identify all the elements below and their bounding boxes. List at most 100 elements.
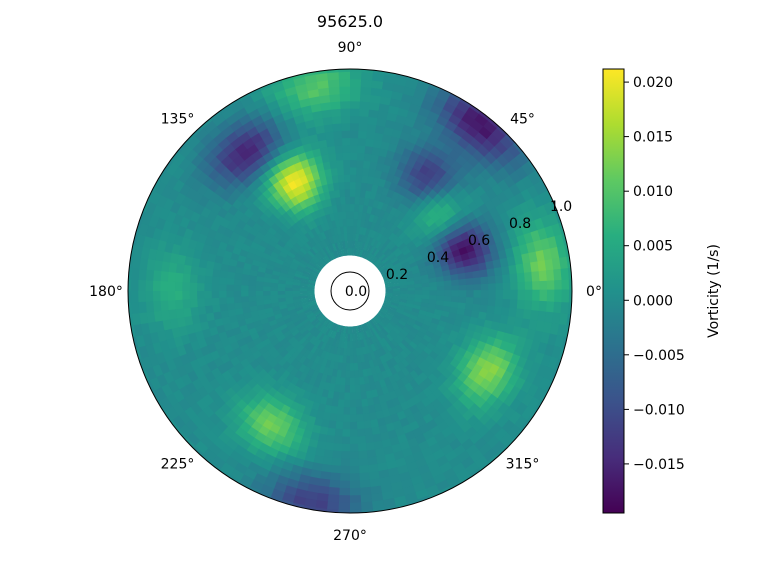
heatmap-cell bbox=[144, 201, 157, 217]
heatmap-cell bbox=[354, 181, 362, 190]
heatmap-cell bbox=[373, 342, 381, 351]
heatmap-cell bbox=[301, 272, 310, 278]
heatmap-cell bbox=[321, 463, 333, 474]
heatmap-cell bbox=[205, 312, 215, 323]
heatmap-cell bbox=[380, 483, 394, 494]
heatmap-cell bbox=[291, 284, 301, 289]
heatmap-cell bbox=[309, 408, 319, 419]
heatmap-cell bbox=[324, 69, 339, 74]
heatmap-cell bbox=[343, 174, 350, 183]
heatmap-cell bbox=[381, 245, 389, 254]
heatmap-cell bbox=[301, 329, 310, 338]
heatmap-cell bbox=[488, 327, 499, 339]
heatmap-cell bbox=[361, 204, 369, 214]
heatmap-cell bbox=[317, 403, 327, 413]
heatmap-cell bbox=[359, 384, 367, 393]
heatmap-cell bbox=[388, 97, 402, 108]
heatmap-cell bbox=[515, 307, 525, 319]
heatmap-cell bbox=[189, 307, 199, 318]
heatmap-cell bbox=[362, 323, 368, 332]
heatmap-cell bbox=[415, 488, 431, 500]
heatmap-cell bbox=[326, 244, 333, 253]
heatmap-cell bbox=[429, 294, 438, 301]
heatmap-cell bbox=[226, 303, 236, 312]
heatmap-cell bbox=[181, 273, 191, 284]
heatmap-cell bbox=[249, 264, 259, 272]
heatmap-cell bbox=[318, 146, 329, 156]
heatmap-cell bbox=[295, 309, 305, 315]
heatmap-cell bbox=[265, 330, 275, 339]
heatmap-cell bbox=[228, 258, 238, 268]
heatmap-cell bbox=[334, 152, 344, 161]
heatmap-cell bbox=[310, 271, 319, 277]
heatmap-cell bbox=[261, 382, 273, 394]
heatmap-cell bbox=[443, 295, 453, 302]
heatmap-cell bbox=[412, 271, 422, 278]
heatmap-cell bbox=[304, 453, 317, 464]
heatmap-cell bbox=[347, 326, 351, 335]
heatmap-cell bbox=[476, 317, 487, 327]
heatmap-cell bbox=[315, 242, 323, 251]
heatmap-cell bbox=[159, 291, 168, 303]
heatmap-cell bbox=[304, 265, 313, 272]
heatmap-cell bbox=[323, 382, 331, 392]
heatmap-cell bbox=[303, 331, 312, 340]
heatmap-cell bbox=[326, 145, 336, 155]
heatmap-cell bbox=[322, 123, 334, 133]
heatmap-cell bbox=[310, 110, 323, 120]
heatmap-cell bbox=[338, 495, 352, 504]
heatmap-cell bbox=[479, 268, 489, 278]
theta-tick-label: 0° bbox=[586, 284, 602, 300]
heatmap-cell bbox=[345, 377, 351, 386]
heatmap-cell bbox=[385, 290, 394, 294]
heatmap-cell bbox=[330, 174, 339, 184]
heatmap-cell bbox=[351, 247, 355, 256]
heatmap-cell bbox=[295, 267, 305, 274]
heatmap-cell bbox=[301, 339, 310, 348]
heatmap-cell bbox=[281, 261, 291, 269]
heatmap-cell bbox=[305, 263, 315, 270]
heatmap-cell bbox=[367, 397, 376, 407]
heatmap-cell bbox=[385, 324, 394, 333]
heatmap-cell bbox=[308, 476, 322, 487]
heatmap-cell bbox=[257, 266, 266, 274]
heatmap-cell bbox=[346, 225, 350, 234]
heatmap-cell bbox=[301, 304, 311, 310]
heatmap-cell bbox=[540, 213, 552, 228]
heatmap-cell bbox=[300, 299, 309, 305]
heatmap-cell bbox=[538, 299, 548, 312]
theta-tick-label: 135° bbox=[161, 112, 195, 128]
heatmap-cell bbox=[342, 429, 351, 438]
heatmap-cell bbox=[369, 153, 379, 163]
heatmap-cell bbox=[372, 222, 380, 232]
heatmap-cell bbox=[313, 455, 325, 465]
heatmap-cell bbox=[211, 283, 220, 292]
heatmap-cell bbox=[337, 362, 343, 371]
heatmap-cell bbox=[504, 246, 515, 258]
heatmap-cell bbox=[356, 332, 361, 342]
heatmap-cell bbox=[436, 479, 452, 492]
heatmap-cell bbox=[480, 282, 489, 291]
heatmap-cell bbox=[277, 294, 286, 300]
heatmap-cell bbox=[380, 319, 388, 327]
heatmap-cell bbox=[383, 156, 393, 167]
heatmap-cell bbox=[405, 273, 415, 279]
heatmap-cell bbox=[435, 275, 445, 282]
heatmap-cell bbox=[396, 306, 406, 312]
heatmap-cell bbox=[347, 333, 351, 342]
heatmap-cell bbox=[290, 339, 300, 349]
heatmap-cell bbox=[377, 102, 390, 113]
heatmap-cell bbox=[313, 217, 321, 227]
heatmap-cell bbox=[280, 311, 290, 318]
heatmap-cell bbox=[269, 291, 278, 296]
heatmap-cell bbox=[367, 344, 374, 354]
heatmap-cell bbox=[240, 285, 249, 292]
heatmap-cell bbox=[310, 431, 321, 442]
heatmap-cell bbox=[319, 258, 327, 267]
heatmap-cell bbox=[196, 291, 205, 301]
heatmap-cell bbox=[490, 320, 501, 331]
heatmap-cell bbox=[293, 331, 303, 341]
heatmap-cell bbox=[225, 297, 235, 305]
heatmap-cell bbox=[474, 324, 485, 334]
